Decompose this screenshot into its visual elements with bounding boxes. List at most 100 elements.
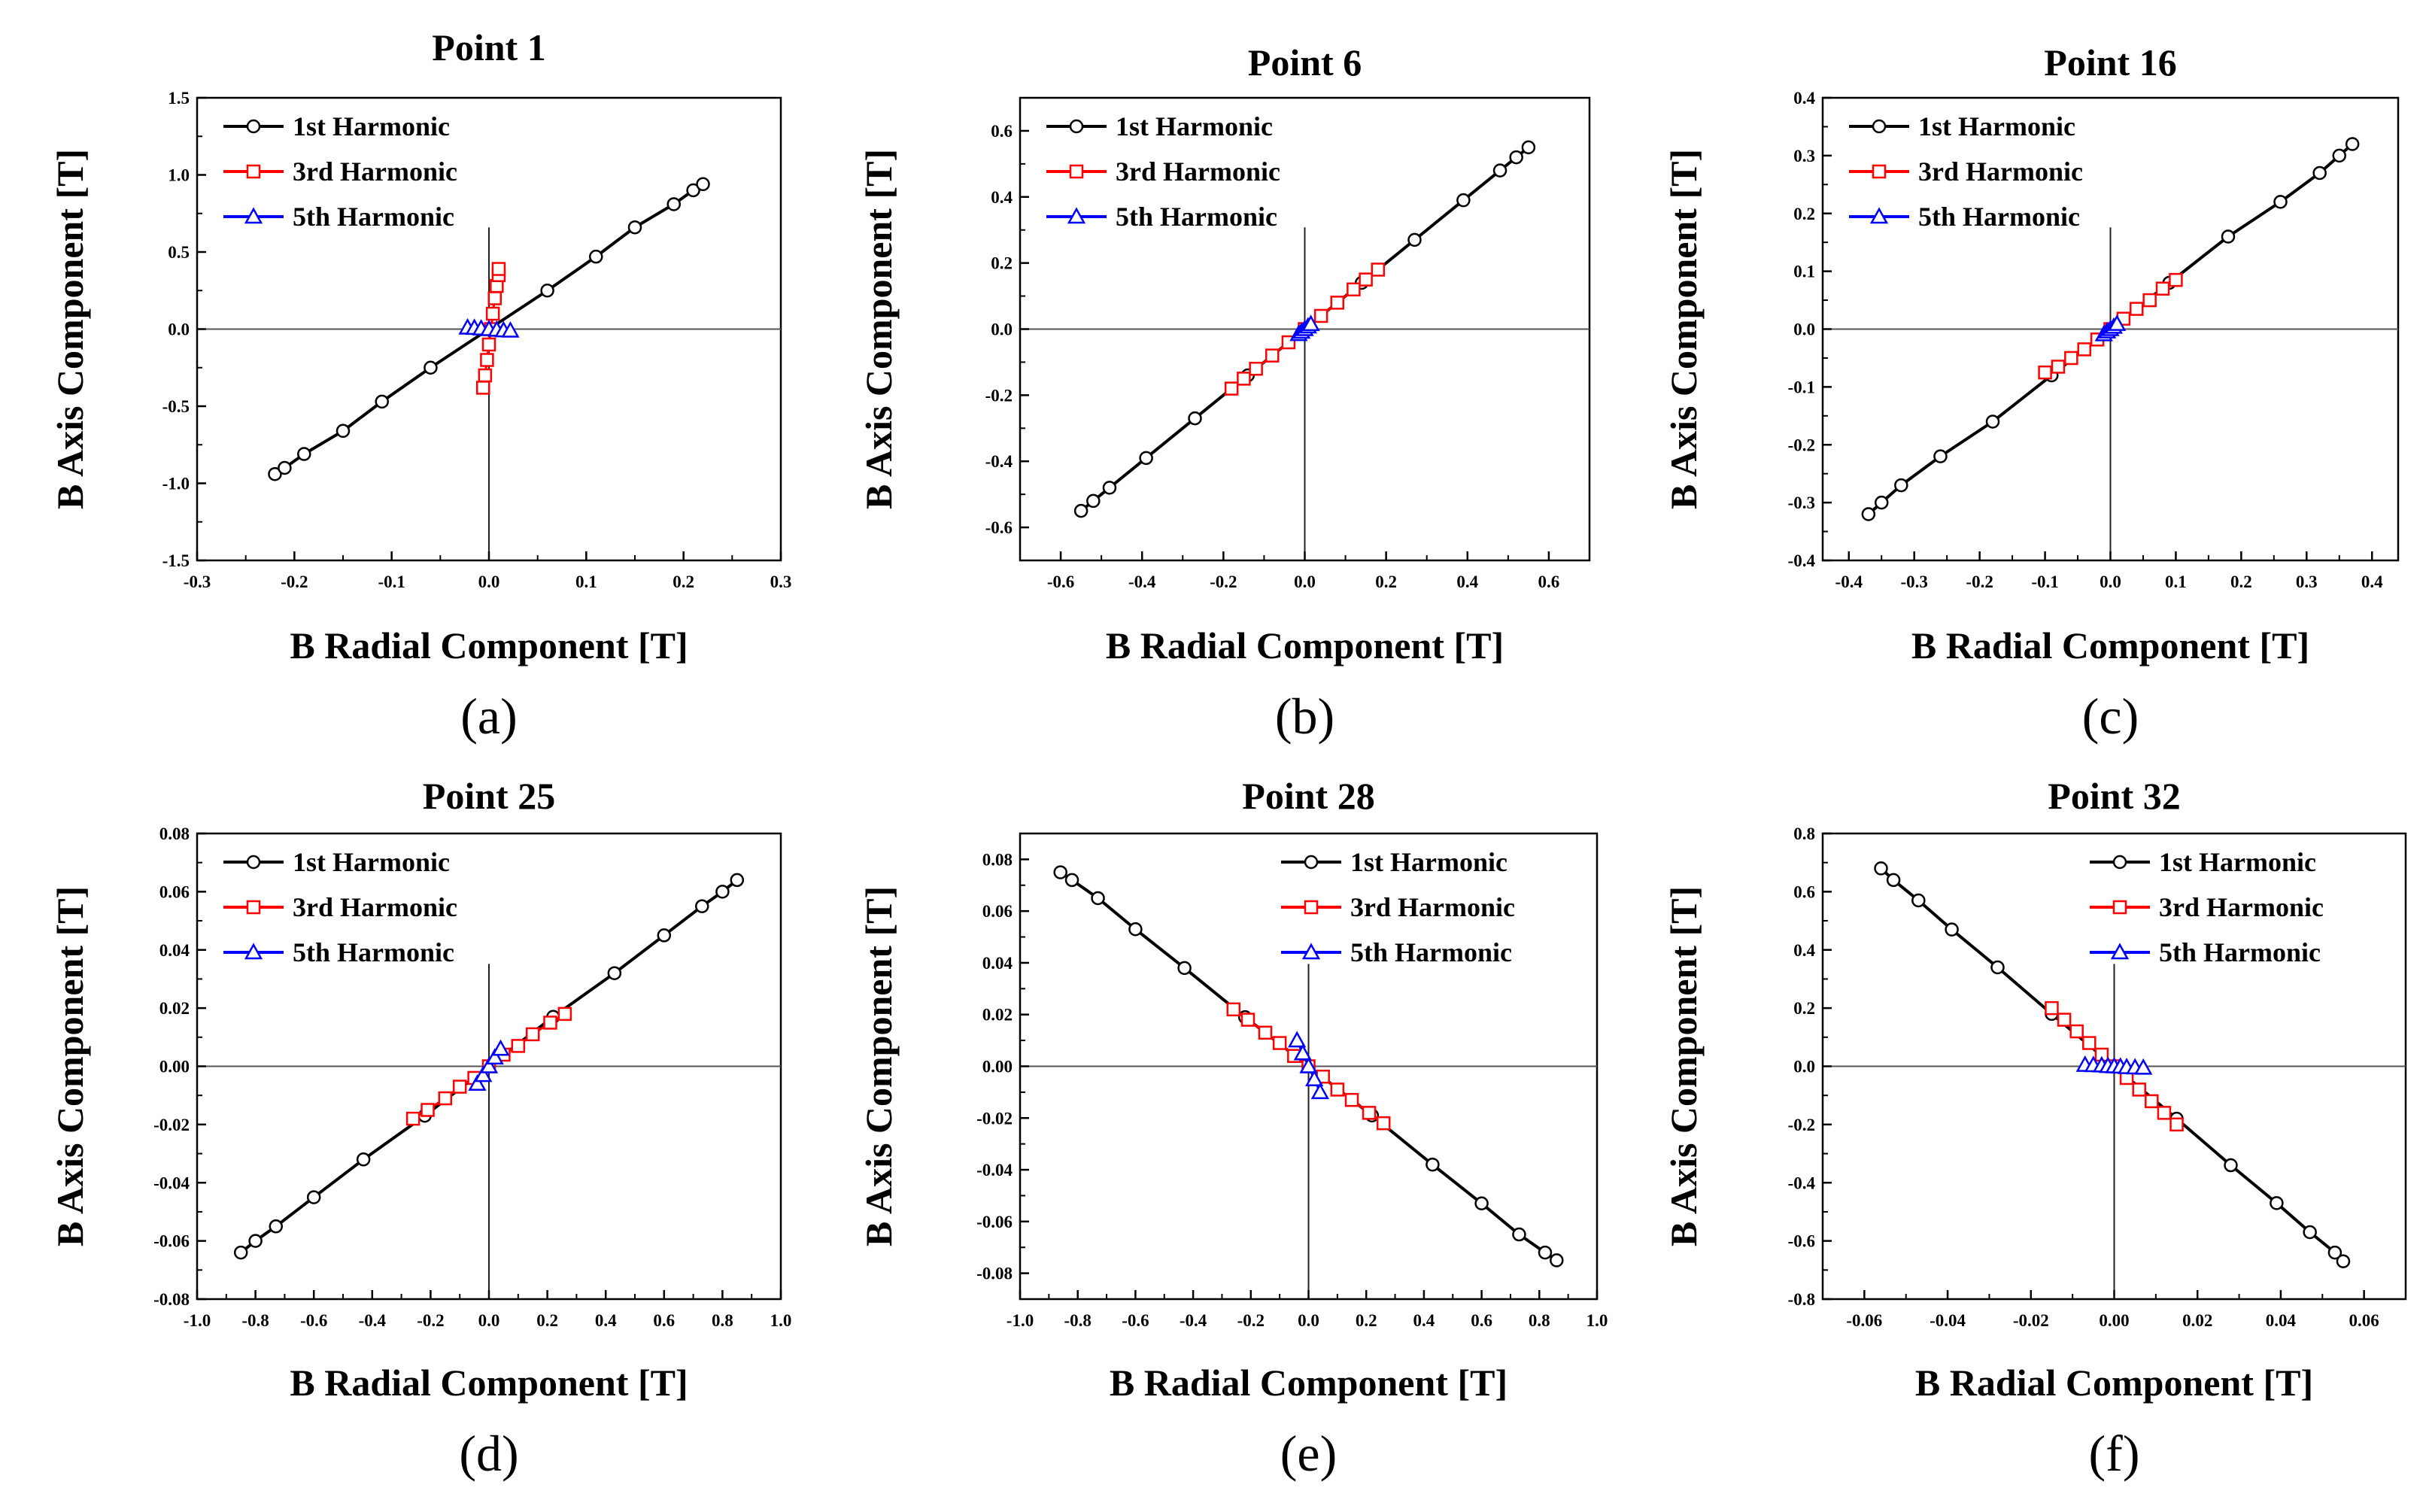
data-point [233,1245,248,1260]
legend-label: 3rd Harmonic [2159,892,2324,922]
data-point [375,394,389,409]
x-tick-label: 0.4 [1413,1311,1435,1330]
data-point [1894,478,1908,493]
legend-label: 3rd Harmonic [1116,156,1280,187]
y-tick-label: -0.4 [985,452,1013,471]
data-point [543,1016,557,1030]
x-tick-label: -0.4 [359,1311,387,1330]
x-axis-label: B Radial Component [T] [290,624,688,666]
data-point [1177,961,1192,976]
data-point [1911,893,1926,908]
data-point [540,284,554,298]
data-point [1861,507,1876,521]
x-tick-label: -0.1 [378,572,405,591]
data-point [306,1190,321,1204]
panel-label: (d) [459,1425,518,1482]
legend-label: 5th Harmonic [1116,202,1277,232]
legend-entry: 3rd Harmonic [1849,156,2083,187]
chart-panel-2: Point 6 -0.6 -0.4 -0.2 0.0 0.2 0.4 0.6 -0.6 -0.4 -… [858,41,1591,745]
data-point [2064,351,2078,366]
y-tick-label: -0.6 [985,518,1013,537]
data-point [2224,1158,2238,1173]
data-point [2108,314,2127,331]
y-tick-label: -0.4 [1788,551,1816,570]
legend-entry: 5th Harmonic [223,202,454,232]
data-point [1509,150,1523,165]
series-triangle [468,1039,510,1091]
data-point [491,1039,510,1056]
x-tick-label: 0.4 [595,1311,617,1330]
legend-label: 1st Harmonic [1918,111,2075,141]
y-tick-label: -0.06 [976,1213,1013,1231]
legend-marker [2112,900,2127,915]
data-point [278,460,292,475]
y-tick-label: -0.2 [1788,1116,1815,1134]
data-point [2051,360,2066,374]
legend-entry: 1st Harmonic [1046,111,1273,141]
legend-entry: 1st Harmonic [223,111,450,141]
legend-label: 3rd Harmonic [1350,892,1515,922]
legend-entry: 5th Harmonic [1281,937,1512,967]
x-tick-label: 0.1 [575,572,597,591]
data-point [1102,481,1117,495]
legend-label: 1st Harmonic [293,847,450,877]
panel-label: (e) [1280,1425,1337,1482]
data-point [421,1103,435,1117]
x-tick-label: 1.0 [1586,1311,1608,1330]
data-point [1237,372,1251,386]
x-tick-label: -0.8 [1064,1311,1091,1330]
legend-marker [1872,164,1887,179]
data-point [657,928,672,943]
legend-marker [246,119,261,134]
y-tick-label: 0.04 [159,941,190,960]
x-tick-label: 0.02 [2182,1311,2212,1330]
data-point [479,1056,499,1073]
data-point [2082,1036,2097,1050]
x-tick-label: 0.8 [712,1311,733,1330]
data-point [1313,308,1328,323]
data-point [1240,1013,1255,1027]
data-point [694,899,709,913]
data-point [2132,1082,2146,1097]
chart-panel-5: Point 28 -1.0 -0.8 -0.6 -0.4 -0.2 0.0 0.2 0.4 0.6… [858,775,1608,1482]
x-tick-label: -0.06 [1846,1311,1882,1330]
chart-panel-6: Point 32 -0.06 -0.04 -0.02 0.00 0.02 0.04 0.06 -… [1662,775,2407,1482]
y-tick-label: 1.5 [168,89,190,108]
y-tick-label: -0.04 [976,1161,1013,1180]
series-square [405,1006,572,1126]
x-tick-label: -0.4 [1835,572,1863,591]
legend-marker [1304,855,1319,870]
legend-entry: 3rd Harmonic [1046,156,1280,187]
data-point [1086,493,1101,509]
y-tick-label: 0.06 [159,882,190,901]
data-point [1426,1157,1440,1172]
y-tick-label: -0.1 [1788,378,1815,396]
legend-entry: 1st Harmonic [2090,847,2316,877]
x-tick-label: 0.6 [1538,572,1560,591]
data-point [730,873,745,888]
data-point [1945,922,1959,937]
data-point [1376,1116,1391,1131]
series-triangle [2094,314,2127,342]
legend-marker [1069,164,1084,179]
y-tick-label: -0.3 [1788,493,1815,512]
legend-label: 3rd Harmonic [293,892,457,922]
x-tick-label: 0.2 [1375,572,1397,591]
data-point [1362,1106,1377,1120]
data-point [557,1006,572,1022]
legend-marker [2110,943,2130,960]
y-tick-label: 1.0 [168,166,190,185]
data-point [2270,1196,2284,1210]
data-point [1330,1082,1345,1097]
y-axis-label: B Axis Component [T] [858,149,900,509]
x-tick-label: -0.3 [1900,572,1927,591]
data-point [1371,263,1386,277]
x-axis-label: B Radial Component [T] [1110,1362,1507,1404]
x-tick-label: -0.02 [2013,1311,2049,1330]
x-tick-label: 0.2 [2230,572,2252,591]
data-point [452,1079,467,1094]
x-tick-label: -0.8 [241,1311,269,1330]
series-triangle [458,317,520,338]
y-tick-label: 0.04 [982,954,1013,973]
legend-entry: 5th Harmonic [1046,202,1277,232]
